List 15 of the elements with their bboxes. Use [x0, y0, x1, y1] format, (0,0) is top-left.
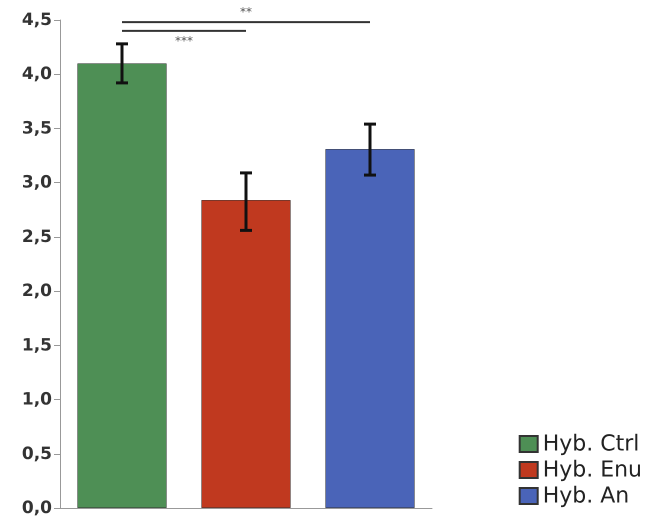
legend-label: Hyb. An — [542, 484, 630, 508]
y-tick-label: 3,0 — [22, 172, 52, 193]
annotation: *** — [175, 34, 193, 48]
y-tick-label: 2,0 — [22, 281, 52, 302]
legend-label: Hyb. Ctrl — [542, 432, 640, 456]
y-tick-label: 0,5 — [22, 444, 52, 464]
y-tick-label: 1,0 — [22, 390, 52, 410]
y-tick-label: 4,5 — [22, 10, 52, 30]
text: ** — [240, 5, 252, 20]
y-tick-label: 2,5 — [22, 226, 52, 247]
y-tick-label: 0,0 — [22, 498, 52, 518]
y-tick-label: 1,5 — [22, 335, 52, 356]
y-tick-label: 4,0 — [22, 64, 52, 84]
y-tick-label: 3,5 — [22, 118, 52, 138]
legend-label: Hyb. Enu — [542, 458, 642, 482]
